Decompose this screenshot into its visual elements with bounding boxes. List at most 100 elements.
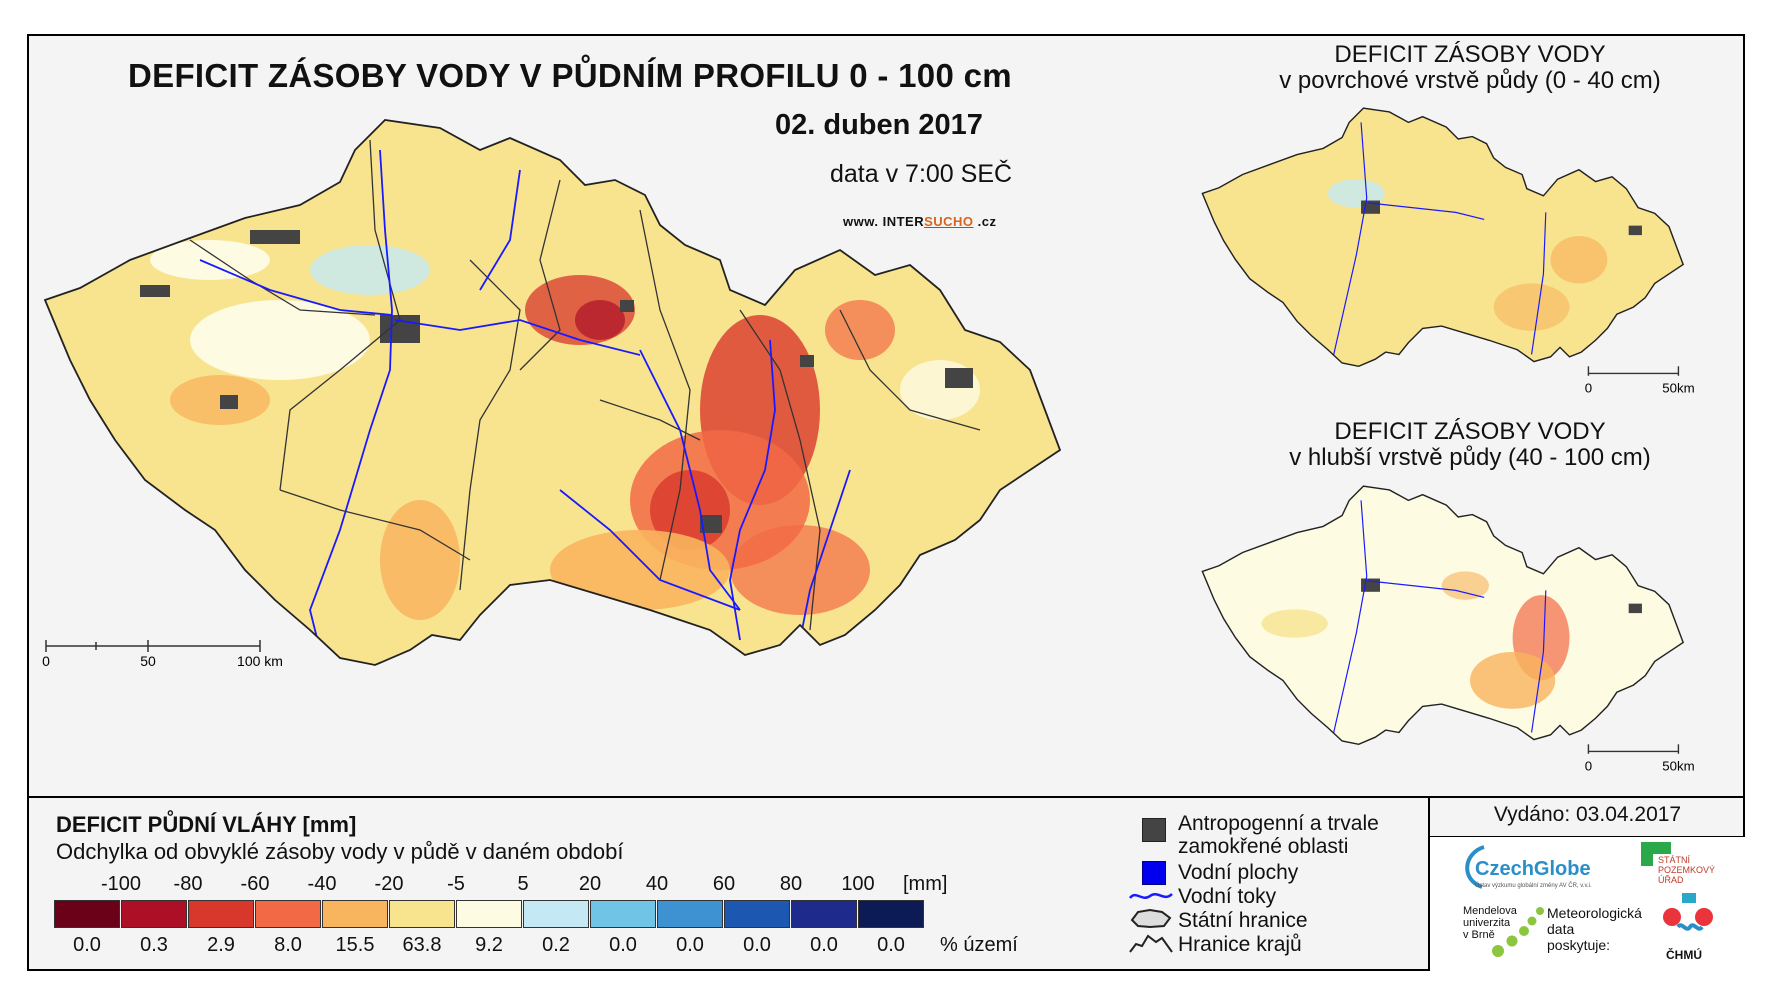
legend-tick: -100 <box>100 873 142 895</box>
map-date: 02. duben 2017 <box>775 109 983 141</box>
legend-tick: -60 <box>240 873 270 895</box>
legend-tick: 5 <box>517 873 529 895</box>
met-data-text: Meteorologická data poskytuje: <box>1547 905 1642 953</box>
inset-bottom-scale-bar: 0 50km <box>1585 744 1695 773</box>
legend-swatch <box>657 900 723 928</box>
legend-pct-value: 15.5 <box>335 934 375 956</box>
state-border-icon <box>1130 908 1172 929</box>
web-suffix: .cz <box>973 214 997 229</box>
inset-bottom-title-line2: v hlubší vrstvě půdy (40 - 100 cm) <box>1289 444 1651 471</box>
legend-unit: [mm] <box>903 873 948 895</box>
inset-bottom-title: DEFICIT ZÁSOBY VODY v hlubší vrstvě půdy… <box>1240 419 1700 471</box>
inset-top-title-line2: v povrchové vrstvě půdy (0 - 40 cm) <box>1279 67 1661 94</box>
legend-pct-value: 0.0 <box>676 934 704 956</box>
legend-swatch <box>389 900 455 928</box>
spu-line2: POZEMKOVÝ <box>1658 865 1716 875</box>
legend-tick: -80 <box>173 873 203 895</box>
mendel-dots-icon <box>1492 907 1544 957</box>
legend-pct-value: 2.9 <box>207 934 235 956</box>
legend-tick: -20 <box>374 873 404 895</box>
legend-pct-value: 0.3 <box>140 934 168 956</box>
inset-top-scale-50: 50km <box>1662 380 1694 395</box>
legend-pct-value: 0.0 <box>877 934 905 956</box>
legend-vertical-divider <box>1428 797 1430 971</box>
czechglobe-subtitle: Ústav výzkumu globální změny AV ČR, v.v.… <box>1475 883 1592 889</box>
inset-bottom-scale-0: 0 <box>1585 758 1592 773</box>
inset-top-scale-bar: 0 50km <box>1585 366 1695 395</box>
mendel-line3: v Brně <box>1463 929 1495 941</box>
legend-swatch <box>121 900 187 928</box>
legend-tick: 100 <box>841 873 875 895</box>
inset-bottom-title-line1: DEFICIT ZÁSOBY VODY <box>1334 418 1606 445</box>
web-prefix: www. INTER <box>843 214 925 229</box>
legend-pct-value: 9.2 <box>475 934 503 956</box>
legend-title: DEFICIT PŮDNÍ VLÁHY [mm] <box>56 812 357 837</box>
met-line3: poskytuje: <box>1547 937 1611 953</box>
legend-divider <box>27 796 1745 798</box>
met-line2: data <box>1547 921 1575 937</box>
spu-logo: STÁTNÍ POZEMKOVÝ ÚŘAD <box>1658 855 1715 885</box>
inset-bottom-scale-50: 50km <box>1662 758 1694 773</box>
legend-swatch <box>188 900 254 928</box>
legend-swatch <box>54 900 120 928</box>
scale-label-50: 50 <box>140 653 156 669</box>
water-body-icon <box>1142 861 1166 885</box>
scale-label-0: 0 <box>42 653 50 669</box>
legend-pct-value: 0.0 <box>609 934 637 956</box>
legend-swatch <box>523 900 589 928</box>
legend-pct-value: 0.0 <box>743 934 771 956</box>
spu-line1: STÁTNÍ <box>1658 855 1691 865</box>
legend-pct-value: 0.0 <box>73 934 101 956</box>
legend-pct-value: 0.2 <box>542 934 570 956</box>
website-link[interactable]: www. INTERSUCHO .cz <box>843 214 997 229</box>
legend-tick: 80 <box>779 873 803 895</box>
legend-swatch <box>590 900 656 928</box>
legend-pct-value: 63.8 <box>402 934 442 956</box>
inset-bottom-map: 0 50km <box>1201 485 1695 773</box>
chmu-logo: ČHMÚ <box>1666 948 1702 962</box>
legend-swatch <box>858 900 924 928</box>
spu-logo-icon-stem <box>1641 842 1653 866</box>
legend-tick: -5 <box>447 873 465 895</box>
issued-date: Vydáno: 03.04.2017 <box>1493 803 1682 826</box>
scale-label-100: 100 km <box>237 653 283 669</box>
mendel-logo: Mendelova univerzita v Brně <box>1463 905 1517 941</box>
map-title: DEFICIT ZÁSOBY VODY V PŮDNÍM PROFILU 0 -… <box>128 57 1012 94</box>
mendel-line2: univerzita <box>1463 917 1511 929</box>
inset-top-scale-0: 0 <box>1585 380 1592 395</box>
legend-pct-value: 0.0 <box>810 934 838 956</box>
legend-border: Státní hranice <box>1178 909 1308 932</box>
legend-swatch <box>456 900 522 928</box>
legend-pct-value: 8.0 <box>274 934 302 956</box>
legend-subtitle: Odchylka od obvyklé zásoby vody v půdě v… <box>56 839 624 864</box>
legend-tick: 40 <box>645 873 669 895</box>
legend-swatch <box>255 900 321 928</box>
inset-top-map: 0 50km <box>1201 107 1695 395</box>
map-time-info: data v 7:00 SEČ <box>830 160 1013 188</box>
legend-tick: 20 <box>578 873 602 895</box>
legend-urban-line2: zamokřené oblasti <box>1178 835 1349 858</box>
legend-swatch <box>322 900 388 928</box>
legend-tick: -40 <box>307 873 337 895</box>
legend-pct-label: % území <box>940 934 1018 956</box>
inset-top-title: DEFICIT ZÁSOBY VODY v povrchové vrstvě p… <box>1240 42 1700 94</box>
czechglobe-swoosh-icon <box>1465 845 1485 889</box>
legend-swatch <box>791 900 857 928</box>
legend-tick: 60 <box>712 873 736 895</box>
legend-urban-line1: Antropogenní a trvale <box>1178 812 1379 835</box>
river-icon <box>1129 893 1173 899</box>
web-highlight: SUCHO <box>924 214 974 229</box>
inset-top-title-line1: DEFICIT ZÁSOBY VODY <box>1334 41 1606 68</box>
main-map: 0 50 100 km <box>42 119 1061 669</box>
main-scale-bar: 0 50 100 km <box>42 640 283 669</box>
mendel-line1: Mendelova <box>1463 905 1517 917</box>
logo-panel <box>1430 836 1745 972</box>
urban-area-icon <box>1142 818 1166 842</box>
chmu-logo-icon <box>1663 893 1713 931</box>
legend-water-bodies: Vodní plochy <box>1178 861 1299 884</box>
legend-regions: Hranice krajů <box>1178 933 1302 956</box>
czechglobe-logo: CzechGlobe <box>1475 858 1591 880</box>
legend-urban: Antropogenní a trvale zamokřené oblasti <box>1178 812 1379 858</box>
legend-swatch <box>724 900 790 928</box>
met-line1: Meteorologická <box>1547 905 1642 921</box>
